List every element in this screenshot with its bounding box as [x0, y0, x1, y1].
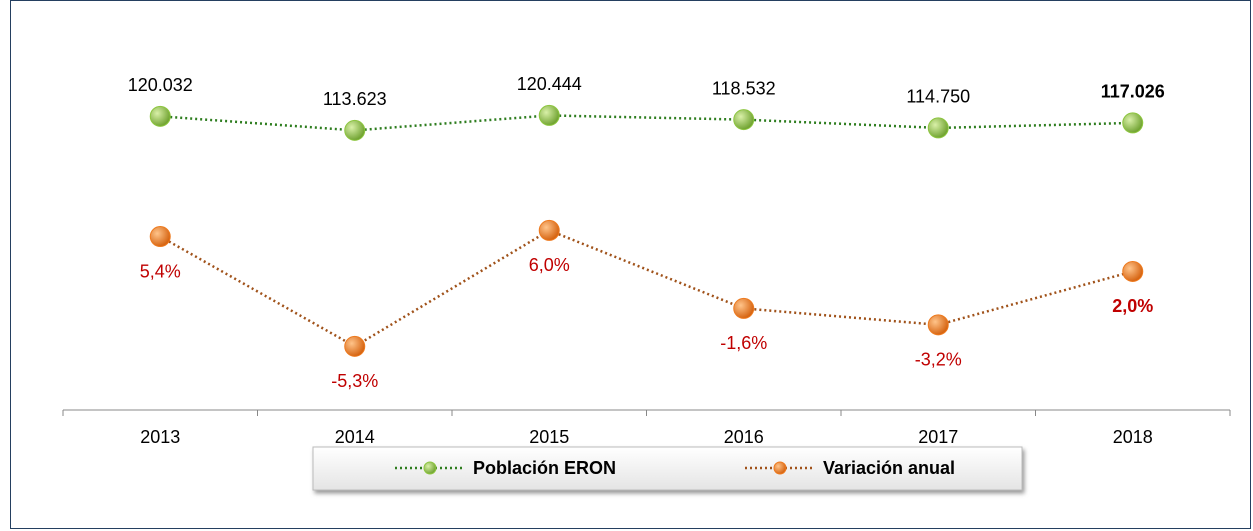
data-label: 114.750 — [906, 87, 970, 107]
marker — [538, 219, 560, 241]
data-label: 6,0% — [529, 255, 570, 275]
series-line — [159, 229, 1134, 348]
marker — [733, 297, 755, 319]
marker — [1122, 112, 1144, 134]
x-tick-label: 2015 — [529, 427, 569, 447]
legend-marker — [423, 461, 437, 475]
x-tick-label: 2017 — [918, 427, 958, 447]
legend-label: Variación anual — [823, 458, 955, 478]
series-line — [160, 114, 1133, 132]
marker — [1122, 260, 1144, 282]
marker — [927, 314, 949, 336]
marker — [149, 105, 171, 127]
data-label: 117.026 — [1101, 82, 1165, 102]
data-label: 2,0% — [1112, 296, 1153, 316]
data-label: 120.032 — [128, 75, 193, 95]
data-label: 118.532 — [712, 78, 776, 98]
marker — [538, 104, 560, 126]
x-tick-label: 2014 — [335, 427, 375, 447]
data-label: 113.623 — [323, 89, 387, 109]
marker — [733, 109, 755, 131]
marker — [149, 226, 171, 248]
legend-marker — [773, 461, 787, 475]
marker — [927, 117, 949, 139]
data-label: 120.444 — [517, 74, 582, 94]
marker — [344, 335, 366, 357]
legend-label: Población ERON — [473, 458, 616, 478]
data-label: -1,6% — [720, 333, 767, 353]
data-label: -3,2% — [915, 350, 962, 370]
data-label: -5,3% — [331, 371, 378, 391]
x-tick-label: 2013 — [140, 427, 180, 447]
data-label: 5,4% — [140, 261, 181, 281]
chart-frame — [10, 0, 1251, 529]
marker — [344, 119, 366, 141]
x-tick-label: 2018 — [1113, 427, 1153, 447]
x-tick-label: 2016 — [724, 427, 764, 447]
